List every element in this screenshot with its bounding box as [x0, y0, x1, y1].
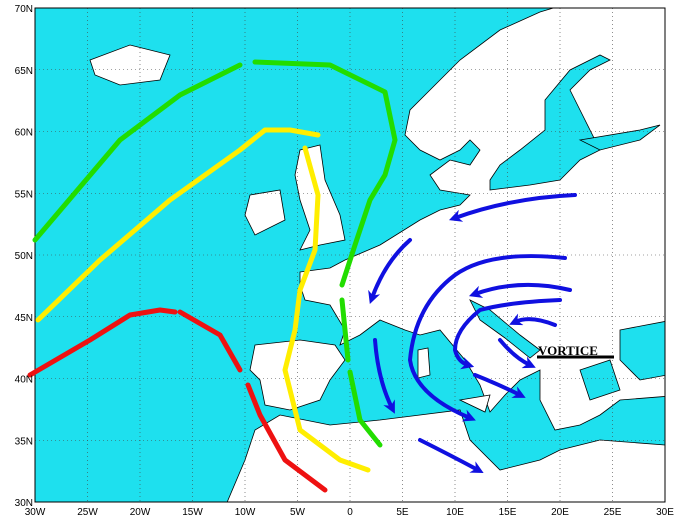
adriatic — [469, 299, 541, 359]
yellow-line — [282, 145, 371, 473]
lon-label: 15W — [182, 507, 203, 518]
lon-label: 15E — [499, 507, 517, 518]
flow-arrow — [509, 313, 557, 327]
flow-arrow — [452, 298, 562, 370]
fronts — [27, 59, 398, 493]
green-line — [339, 297, 351, 363]
lat-label: 65N — [15, 66, 33, 77]
lon-label: 10W — [235, 507, 256, 518]
aegean — [579, 359, 621, 401]
flow-arrow — [418, 438, 484, 474]
frame — [34, 7, 666, 503]
flow-arrow — [368, 238, 412, 305]
flows — [368, 193, 577, 474]
iceland — [89, 44, 171, 86]
lat-label: 40N — [15, 375, 33, 386]
lon-label: 10E — [446, 507, 464, 518]
iberia — [249, 339, 346, 411]
flow-arrow — [373, 338, 395, 414]
lat-label: 45N — [15, 313, 33, 324]
flow-arrow — [473, 373, 526, 398]
lon-label: 5W — [290, 507, 306, 518]
black-sea — [619, 321, 665, 381]
flow-arrow — [498, 338, 536, 369]
lat-label: 30N — [15, 498, 33, 509]
green-line — [347, 369, 383, 448]
lon-label: 0 — [347, 507, 353, 518]
africa — [226, 409, 665, 502]
flow-arrow — [448, 193, 577, 222]
annotation: VORTICE — [538, 343, 598, 358]
flow-arrow — [468, 282, 572, 298]
lat-label: 70N — [15, 4, 33, 15]
lat-label: 35N — [15, 436, 33, 447]
sicily — [458, 394, 491, 413]
lon-label: 30W — [25, 507, 46, 518]
lat-label: 60N — [15, 128, 33, 139]
red-line — [245, 382, 328, 493]
green-line — [252, 59, 398, 288]
ireland — [244, 189, 286, 236]
green-line — [32, 62, 243, 243]
flow-arrow — [407, 254, 567, 422]
lat-label: 50N — [15, 251, 33, 262]
lon-label: 25W — [77, 507, 98, 518]
lat-label: 55N — [15, 189, 33, 200]
lon-label: 25E — [604, 507, 622, 518]
sardinia — [417, 347, 431, 379]
red-line — [27, 307, 178, 378]
lon-label: 5E — [396, 507, 409, 518]
yellow-line — [35, 127, 321, 323]
lon-label: 20E — [551, 507, 569, 518]
lon-label: 20W — [130, 507, 151, 518]
red-line — [177, 309, 243, 373]
lon-label: 30E — [656, 507, 674, 518]
baltic — [489, 54, 611, 191]
